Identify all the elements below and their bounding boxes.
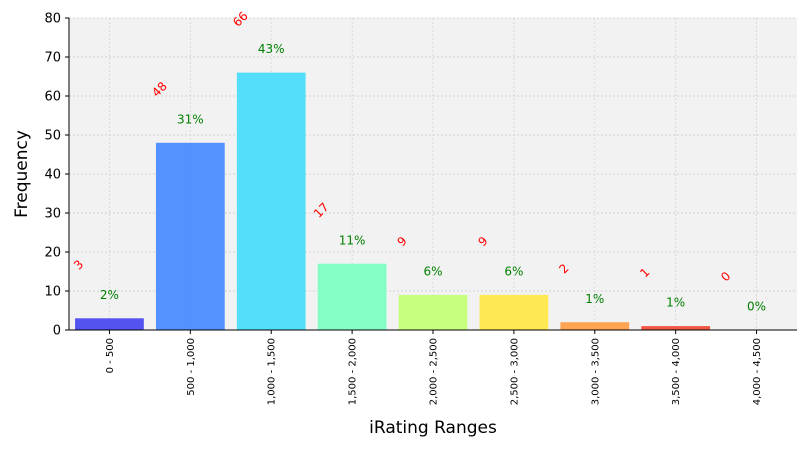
y-tick-label: 20 [44, 246, 61, 261]
y-tick-label: 80 [44, 12, 61, 27]
percent-label: 11% [339, 233, 366, 247]
x-tick-label: 500 - 1,000 [186, 338, 197, 396]
percent-label: 31% [177, 112, 204, 126]
y-tick-label: 50 [44, 129, 61, 144]
y-tick-label: 70 [44, 51, 61, 66]
bar [479, 294, 549, 330]
bar [236, 72, 306, 330]
percent-label: 1% [585, 292, 604, 306]
y-tick-label: 0 [53, 324, 61, 339]
x-ticks: 0 - 500 500 - 1,000 1,000 - 1,500 1,500 - 2… [105, 330, 763, 405]
bar [641, 326, 711, 330]
percent-label: 1% [666, 296, 685, 310]
x-tick-label: 4,000 - 4,500 [752, 338, 763, 405]
x-axis-label: iRating Ranges [369, 418, 497, 438]
percent-label: 2% [100, 288, 119, 302]
percent-labels: 2% 31% 43% 11% 6% 6% 1% 1% 0% [100, 42, 766, 313]
bar [560, 322, 630, 330]
y-tick-label: 40 [44, 168, 61, 183]
x-tick-label: 2,000 - 2,500 [429, 338, 440, 405]
x-tick-label: 3,500 - 4,000 [671, 338, 682, 405]
percent-label: 6% [504, 265, 523, 279]
percent-label: 0% [747, 300, 766, 314]
x-tick-label: 3,000 - 3,500 [590, 338, 601, 405]
x-tick-label: 2,500 - 3,000 [509, 338, 520, 405]
bar [155, 142, 225, 330]
y-tick-label: 30 [44, 207, 61, 222]
bar [398, 294, 468, 330]
y-tick-label: 10 [44, 285, 61, 300]
percent-label: 6% [423, 265, 442, 279]
bar [75, 318, 144, 330]
bar [317, 263, 387, 330]
x-tick-label: 1,500 - 2,000 [348, 338, 359, 405]
y-tick-label: 60 [44, 90, 61, 105]
y-axis-label: Frequency [12, 130, 32, 218]
x-tick-label: 0 - 500 [105, 338, 116, 373]
percent-label: 43% [258, 42, 285, 56]
x-tick-label: 1,000 - 1,500 [267, 338, 278, 405]
bars [75, 72, 711, 330]
y-ticks: 0 10 20 30 40 50 60 70 80 [44, 12, 69, 339]
